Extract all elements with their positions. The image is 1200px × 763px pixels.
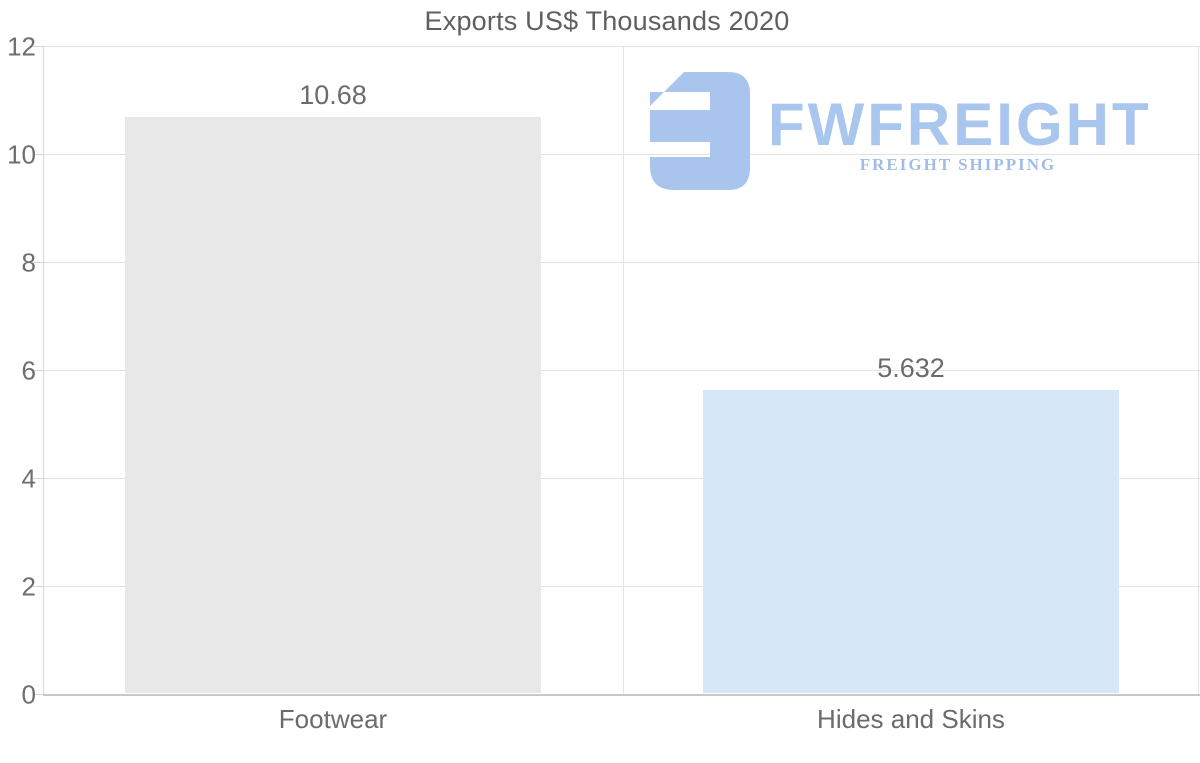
- y-tick-mark: [33, 46, 43, 47]
- watermark-logo: FWFREIGHT FREIGHT SHIPPING: [650, 62, 1152, 190]
- bar-hides-and-skins: [703, 390, 1119, 693]
- y-tick-label: 4: [21, 463, 36, 494]
- y-tick-mark: [33, 586, 43, 587]
- gridline: [43, 370, 1200, 371]
- y-tick-mark: [33, 262, 43, 263]
- gridline: [43, 586, 1200, 587]
- y-tick-mark: [33, 478, 43, 479]
- bar-footwear: [125, 117, 541, 693]
- y-tick-mark: [33, 694, 43, 695]
- x-axis-baseline: [43, 694, 1200, 696]
- y-tick-mark: [33, 370, 43, 371]
- y-tick-label: 8: [21, 247, 36, 278]
- category-gridline: [1198, 46, 1199, 694]
- y-tick-label: 0: [21, 679, 36, 710]
- bar-value-label: 5.632: [877, 353, 945, 383]
- chart-title: Exports US$ Thousands 2020: [424, 6, 790, 36]
- y-tick-mark: [33, 154, 43, 155]
- fwfreight-logomark-icon: [650, 72, 750, 190]
- logo-brand-text: FWFREIGHT: [768, 91, 1152, 158]
- gridline: [43, 262, 1200, 263]
- y-tick-label: 6: [21, 355, 36, 386]
- category-gridline: [623, 46, 624, 694]
- x-axis-label: Hides and Skins: [817, 704, 1005, 734]
- y-tick-label: 10: [7, 139, 36, 170]
- logo-tagline-text: FREIGHT SHIPPING: [859, 155, 1057, 174]
- gridline: [43, 154, 1200, 155]
- y-axis-line: [43, 46, 44, 694]
- y-tick-label: 12: [7, 31, 36, 62]
- x-axis-label: Footwear: [278, 704, 388, 734]
- bar-value-label: 10.68: [299, 80, 367, 110]
- y-tick-label: 2: [21, 571, 36, 602]
- gridline: [43, 478, 1200, 479]
- gridline: [43, 46, 1200, 47]
